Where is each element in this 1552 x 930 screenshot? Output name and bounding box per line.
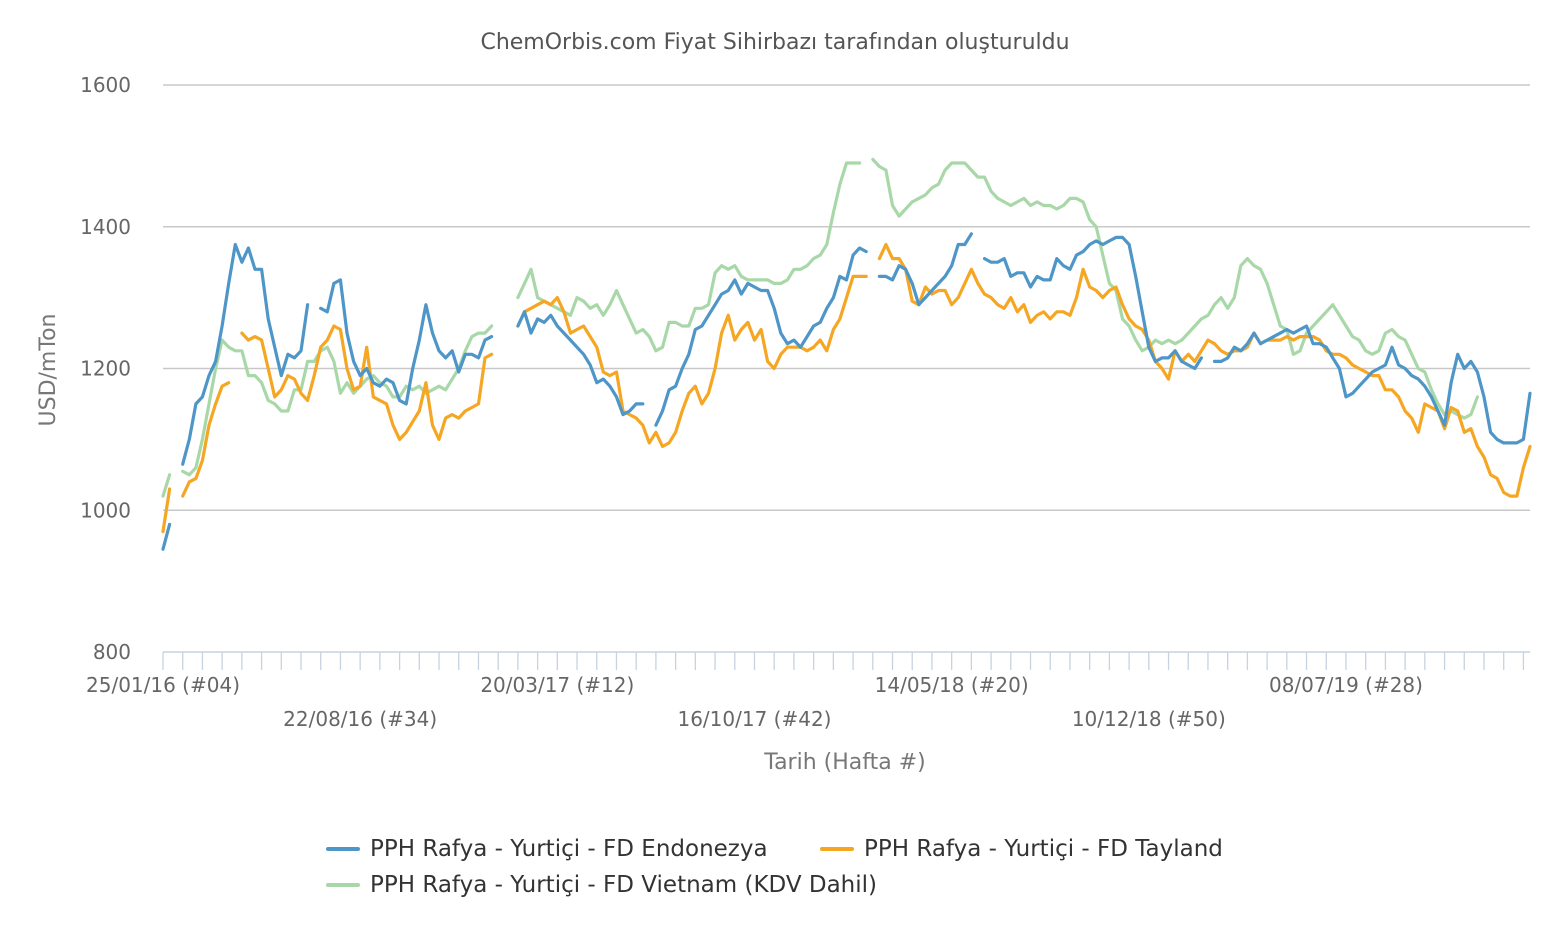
x-tick-label: 16/10/17 (#42): [677, 707, 831, 731]
y-tick-label: 1000: [80, 498, 131, 522]
x-tick-label: 20/03/17 (#12): [480, 673, 634, 697]
series-line-2: [161, 157, 1479, 498]
x-tick-label: 10/12/18 (#50): [1072, 707, 1226, 731]
legend-swatch-tayland: [820, 847, 854, 851]
x-axis-label: Tarih (Hafta #): [763, 750, 925, 775]
y-tick-label: 800: [93, 640, 131, 664]
legend-item-endonezya[interactable]: PPH Rafya - Yurtiçi - FD Endonezya: [326, 836, 768, 862]
x-tick-label: 14/05/18 (#20): [875, 673, 1029, 697]
series-line-0: [161, 232, 1532, 551]
series-lines: [161, 157, 1532, 551]
legend-label-endonezya: PPH Rafya - Yurtiçi - FD Endonezya: [370, 836, 768, 862]
legend-item-vietnam[interactable]: PPH Rafya - Yurtiçi - FD Vietnam (KDV Da…: [326, 872, 877, 898]
x-tick-label: 22/08/16 (#34): [283, 707, 437, 731]
y-axis-ticks: 800 1000 1200 1400 1600: [80, 73, 131, 664]
chart-title: ChemOrbis.com Fiyat Sihirbazı tarafından…: [480, 30, 1069, 55]
legend-swatch-endonezya: [326, 847, 360, 851]
x-axis: 25/01/16 (#04) 22/08/16 (#34) 20/03/17 (#1…: [86, 651, 1530, 731]
y-tick-label: 1600: [80, 73, 131, 97]
x-tick-label: 25/01/16 (#04): [86, 673, 240, 697]
x-tick-label: 08/07/19 (#28): [1269, 673, 1423, 697]
series-line-1: [161, 242, 1532, 534]
y-tick-label: 1400: [80, 215, 131, 239]
legend-label-vietnam: PPH Rafya - Yurtiçi - FD Vietnam (KDV Da…: [370, 872, 878, 898]
y-tick-label: 1200: [80, 357, 131, 381]
legend-label-tayland: PPH Rafya - Yurtiçi - FD Tayland: [864, 836, 1223, 862]
gridlines: [163, 84, 1530, 512]
y-axis-label: USD/mTon: [36, 314, 61, 427]
legend-item-tayland[interactable]: PPH Rafya - Yurtiçi - FD Tayland: [820, 836, 1223, 862]
legend-swatch-vietnam: [326, 883, 360, 887]
